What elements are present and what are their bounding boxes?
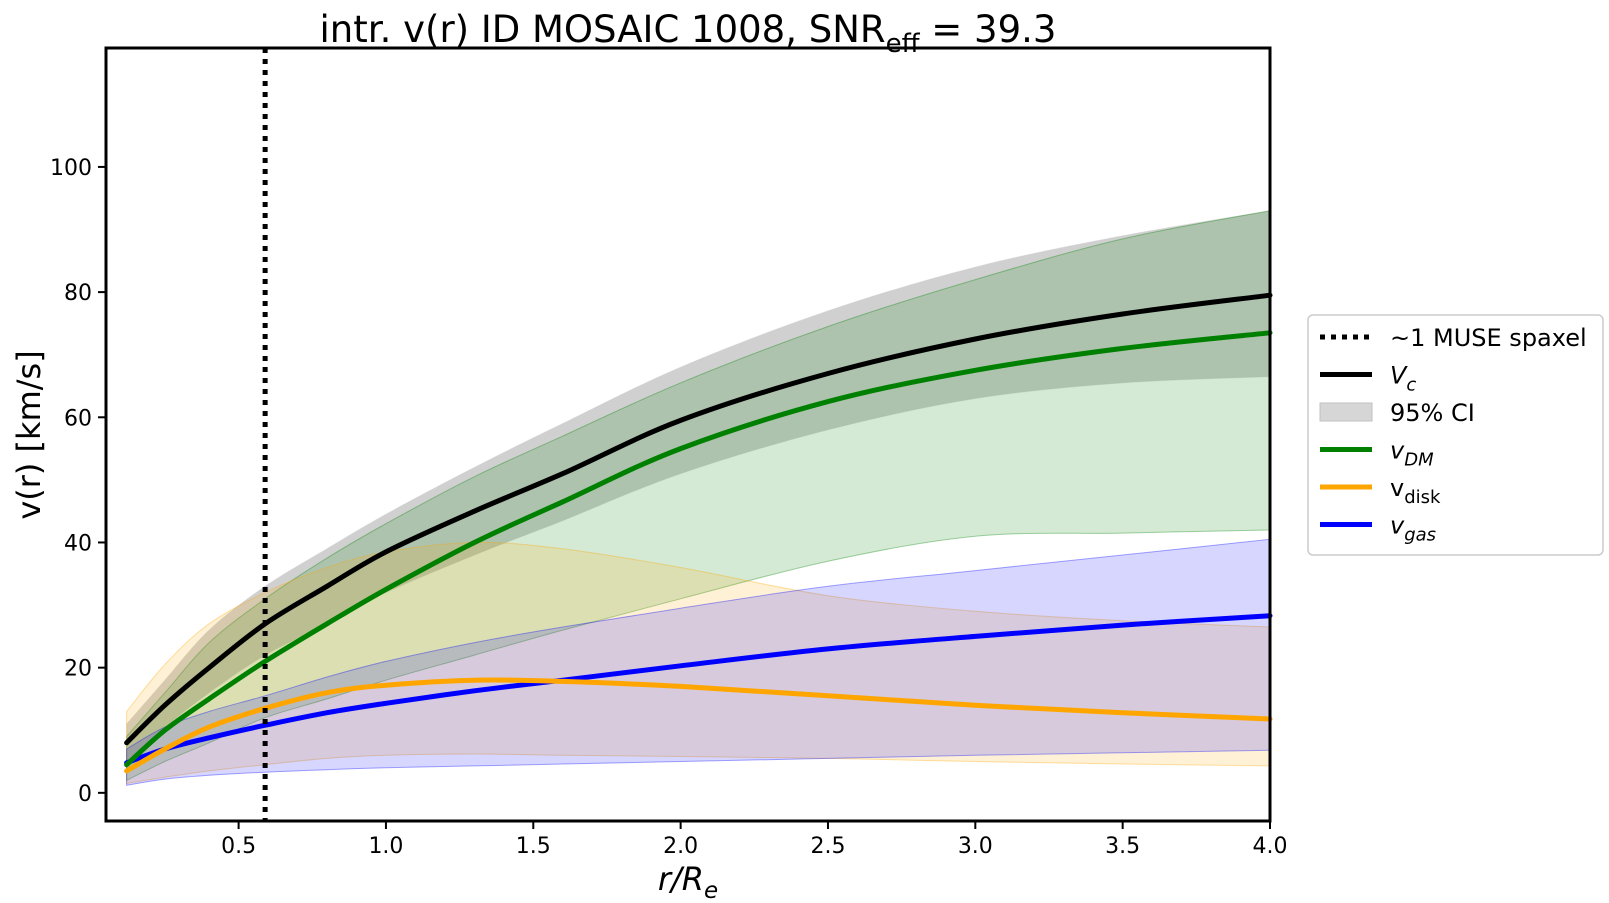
x-axis-label-main: r/R: [658, 860, 704, 898]
series-line-vc: [124, 292, 1273, 746]
x-tick-label: 0.5: [221, 834, 256, 859]
y-axis-ticks: 0 20 40 60 80 100: [50, 156, 106, 807]
x-axis-label-sub: e: [704, 878, 718, 903]
series-line-vdm: [124, 330, 1273, 768]
x-axis-ticks: 0.5 1.0 1.5 2.0 2.5 3.0 3.5 4.0: [221, 821, 1288, 859]
plot-area-frame: [104, 46, 1272, 823]
x-axis-label: r/Re: [658, 860, 718, 903]
y-tick-label: 40: [64, 531, 92, 556]
x-tick-label: 4.0: [1253, 834, 1288, 859]
x-tick-label: 2.5: [810, 834, 845, 859]
y-tick-label: 60: [64, 406, 92, 431]
y-tick-label: 80: [64, 281, 92, 306]
chart-title: intr. v(r) ID MOSAIC 1008, SNReff = 39.3: [320, 8, 1057, 59]
legend-label: vgas: [1390, 512, 1436, 546]
series-lines: [124, 292, 1273, 774]
legend-swatch-ci: [1319, 402, 1373, 422]
y-tick-label: 20: [64, 657, 92, 682]
legend-label: vDM: [1390, 437, 1434, 471]
chart-title-main: intr. v(r) ID MOSAIC 1008, SNR: [320, 8, 886, 51]
chart-title-sub: eff: [886, 29, 921, 59]
chart-title-rest: = 39.3: [920, 8, 1057, 51]
x-tick-label: 3.0: [958, 834, 993, 859]
y-tick-label: 0: [78, 782, 92, 807]
legend-label: ~1 MUSE spaxel: [1390, 324, 1587, 352]
legend-label: Vc: [1390, 362, 1416, 396]
x-tick-label: 1.5: [516, 834, 551, 859]
x-tick-label: 1.0: [368, 834, 403, 859]
legend-label: vdisk: [1390, 474, 1441, 508]
x-tick-label: 3.5: [1105, 834, 1140, 859]
y-axis-label: v(r) [km/s]: [10, 350, 48, 519]
series-line-vdisk: [124, 677, 1273, 774]
x-tick-label: 2.0: [663, 834, 698, 859]
legend-label: 95% CI: [1390, 399, 1475, 427]
y-tick-label: 100: [50, 156, 92, 181]
legend-frame: [1307, 314, 1604, 556]
